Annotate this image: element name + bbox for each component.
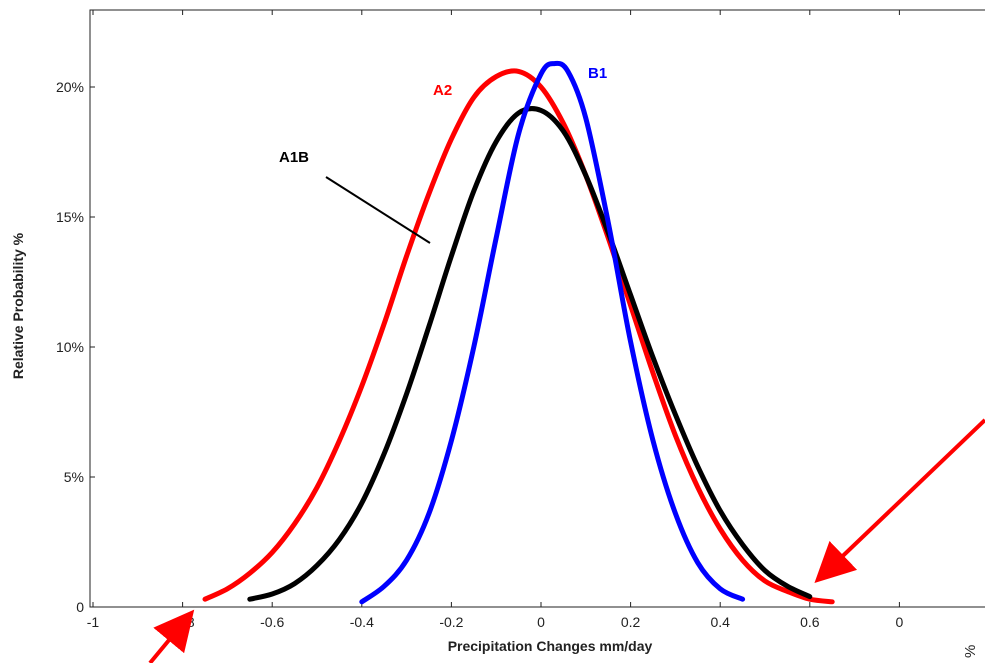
- a1b-pointer-line: [325, 176, 431, 244]
- y-tick-label: 15%: [56, 209, 84, 225]
- y-tick-label: 5%: [64, 469, 84, 485]
- x-tick-label: 0.2: [621, 614, 641, 630]
- x-tick-label: 0: [537, 614, 545, 630]
- x-tick-label: 0: [896, 614, 904, 630]
- y-axis-ticks: 0 5% 10% 15% 20%: [56, 79, 95, 615]
- x-tick-label: 0.6: [800, 614, 820, 630]
- series-label-a1b: A1B: [279, 149, 309, 166]
- plot-frame: [89, 9, 985, 608]
- series-line-b1: [359, 60, 746, 605]
- edge-percent-text: %: [962, 645, 979, 658]
- red-arrow-right: [814, 418, 985, 584]
- x-tick-label: -0.4: [350, 614, 374, 630]
- y-tick-label: 10%: [56, 339, 84, 355]
- series-lines: [202, 60, 835, 605]
- x-axis-ticks: -1-0.8-0.6-0.4-0.200.20.40.60: [87, 10, 904, 630]
- y-tick-label: 0: [76, 599, 84, 615]
- y-tick-label: 20%: [56, 79, 84, 95]
- series-label-b1: B1: [588, 65, 607, 82]
- series-line-a2: [202, 68, 835, 605]
- series-label-a2: A2: [433, 82, 452, 99]
- y-axis-title: Relative Probability %: [10, 232, 26, 379]
- red-arrow-left: [148, 609, 195, 663]
- x-tick-label: -1: [87, 614, 100, 630]
- x-tick-label: 0.4: [710, 614, 730, 630]
- x-tick-label: -0.2: [439, 614, 463, 630]
- x-tick-label: -0.6: [260, 614, 284, 630]
- x-axis-title: Precipitation Changes mm/day: [448, 638, 653, 654]
